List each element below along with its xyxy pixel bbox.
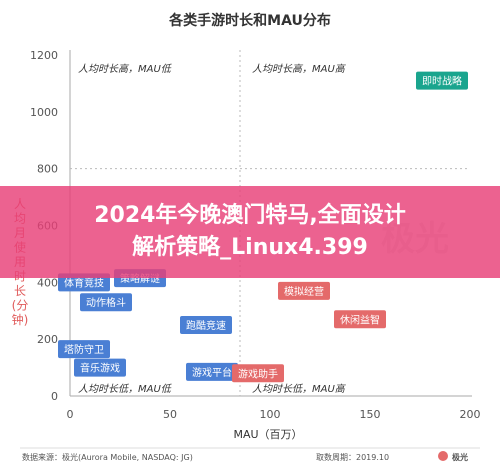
- data-point-marker: [232, 364, 284, 383]
- y-axis-label-char: (分: [12, 299, 29, 313]
- footer-period: 取数周期：2019.10: [316, 452, 389, 462]
- y-tick-label: 200: [37, 333, 58, 346]
- data-point-marker: [80, 293, 132, 312]
- y-tick-label: 1200: [30, 49, 58, 62]
- data-point-label: 即时战略: [422, 75, 462, 88]
- x-tick-labels: 0 50 100 150 200: [67, 408, 481, 421]
- data-point-marker: [180, 315, 232, 334]
- data-point-label: 动作格斗: [86, 296, 126, 309]
- data-point-marker: [416, 71, 468, 90]
- data-point-label: 体育竞技: [64, 276, 104, 289]
- x-tick-label: 200: [460, 408, 481, 421]
- y-axis-label-char: 长: [14, 284, 26, 298]
- data-point-label: 塔防守卫: [64, 343, 104, 356]
- x-tick-label: 0: [67, 408, 74, 421]
- x-tick-label: 150: [360, 408, 381, 421]
- banner-line-2: 解析策略_Linux4.399: [132, 235, 368, 260]
- data-point: 音乐游戏: [74, 358, 126, 377]
- quadrant-label-top-right: 人均时长高，MAU高: [252, 63, 347, 75]
- y-tick-label: 1000: [30, 106, 58, 119]
- chart-title: 各类手游时长和MAU分布: [168, 12, 331, 29]
- data-point-label: 游戏平台: [192, 366, 232, 379]
- y-tick-label: 0: [51, 390, 58, 403]
- data-point: 休闲益智: [334, 310, 386, 329]
- quadrant-label-bottom-right: 人均时长低，MAU高: [252, 383, 347, 395]
- data-point: 游戏平台: [186, 362, 238, 381]
- x-axis-label: MAU（百万）: [233, 428, 302, 441]
- data-point: 跑酷竞速: [180, 315, 232, 334]
- data-point-marker: [74, 358, 126, 377]
- footer-source: 数据来源：极光(Aurora Mobile, NASDAQ: JG): [22, 452, 193, 462]
- y-tick-label: 400: [37, 276, 58, 289]
- data-point-label: 游戏助手: [238, 367, 278, 380]
- data-point-marker: [186, 362, 238, 381]
- data-point-marker: [334, 310, 386, 329]
- data-point-marker: [58, 340, 110, 359]
- brand-logo-icon: [438, 451, 448, 461]
- overlay-banner: 2024年今晚澳门特马,全面设计 解析策略_Linux4.399: [0, 186, 500, 278]
- y-tick-label: 800: [37, 163, 58, 176]
- footer-brand: 极光: [438, 451, 468, 462]
- data-point: 游戏助手: [232, 364, 284, 383]
- data-point: 塔防守卫: [58, 340, 110, 359]
- quadrant-label-bottom-left: 人均时长低，MAU低: [78, 383, 173, 395]
- data-point: 即时战略: [416, 71, 468, 90]
- y-tick-labels: 020040060080010001200: [30, 49, 58, 403]
- x-tick-label: 100: [260, 408, 281, 421]
- data-point-marker: [278, 281, 330, 300]
- data-point: 模拟经营: [278, 281, 330, 300]
- data-point-label: 音乐游戏: [80, 362, 120, 375]
- data-point-label: 模拟经营: [284, 285, 324, 298]
- quadrant-label-top-left: 人均时长高，MAU低: [78, 63, 173, 75]
- data-point: 动作格斗: [80, 293, 132, 312]
- footer-brand-text: 极光: [452, 452, 468, 462]
- data-point-label: 跑酷竞速: [186, 319, 226, 332]
- x-tick-label: 50: [163, 408, 177, 421]
- data-point-label: 休闲益智: [340, 313, 380, 326]
- y-axis-label-char: 钟): [12, 312, 29, 327]
- banner-line-1: 2024年今晚澳门特马,全面设计: [94, 203, 406, 228]
- quadrant-dividers: [70, 50, 470, 396]
